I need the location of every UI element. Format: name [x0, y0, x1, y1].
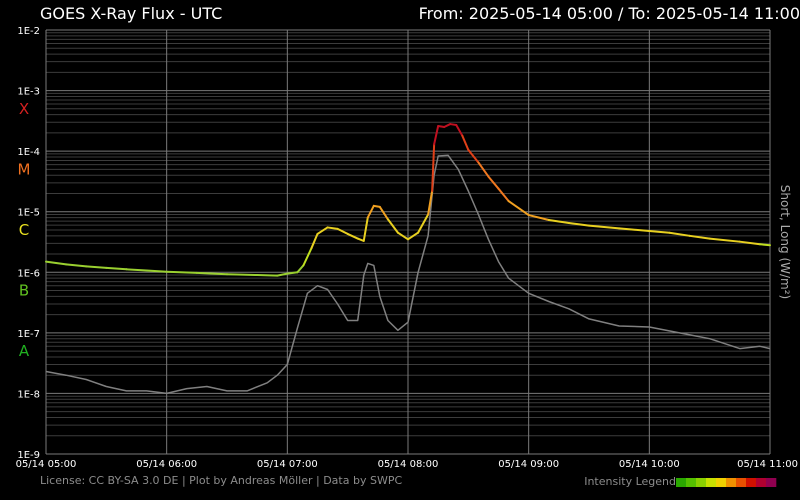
long-flux-segment [310, 232, 319, 250]
long-flux-segment [356, 237, 365, 242]
long-flux-segment [648, 230, 671, 234]
flare-class-m: M [18, 160, 31, 178]
long-flux-segment [45, 260, 68, 266]
legend-swatch [716, 478, 727, 487]
y-tick-label: 1E-6 [17, 268, 40, 279]
y-tick-label: 1E-7 [17, 329, 40, 340]
long-flux-segment [527, 214, 550, 221]
flare-class-b: B [19, 282, 29, 300]
long-flux-segment [443, 123, 452, 129]
long-flux-segment [507, 200, 530, 217]
long-flux-segment [407, 231, 420, 241]
long-flux-segment [125, 268, 148, 272]
long-flux-segment [316, 226, 329, 235]
long-flux-segment [618, 227, 651, 233]
x-tick-label: 05/14 08:00 [378, 459, 439, 470]
long-flux-segment [256, 274, 279, 277]
long-flux-segment [668, 231, 691, 237]
long-flux-segment [427, 189, 434, 216]
long-flux-segment [105, 266, 128, 271]
x-tick-label: 05/14 05:00 [16, 459, 77, 470]
long-flux-segment [372, 204, 381, 208]
legend-swatch [696, 478, 707, 487]
long-flux-segment [449, 123, 458, 127]
y-tick-label: 1E-5 [17, 208, 40, 219]
long-flux-segment [362, 216, 369, 242]
long-flux-segment [226, 273, 259, 277]
long-flux-segment [461, 134, 470, 151]
long-flux-segment [497, 187, 510, 203]
chart-title: GOES X-Ray Flux - UTC [40, 4, 223, 23]
x-tick-label: 05/14 07:00 [257, 459, 318, 470]
long-flux-segment [65, 263, 88, 268]
legend-swatch [676, 478, 687, 487]
intensity-legend: Intensity Legend [584, 475, 777, 488]
flare-class-c: C [19, 221, 29, 239]
legend-swatch [756, 478, 767, 487]
long-flux-segment [688, 234, 711, 240]
long-flux-segment [336, 227, 349, 235]
short-flux-line [45, 154, 771, 395]
flare-class-labels: X M C B A [18, 100, 31, 360]
long-flux-segment [708, 237, 741, 243]
long-flux-segment [276, 272, 289, 277]
long-flux-segment [467, 148, 480, 164]
long-flux-segment [386, 218, 399, 234]
long-flux-segment [433, 125, 440, 146]
long-flux-segment [487, 175, 500, 190]
long-flux-segment [145, 269, 168, 273]
time-range-label: From: 2025-05-14 05:00 / To: 2025-05-14 … [418, 4, 800, 23]
flare-class-x: X [19, 100, 29, 118]
long-flux-segment [396, 231, 409, 241]
long-flux-segment [302, 247, 313, 267]
long-flux-segment [477, 161, 490, 178]
long-flux-segment [346, 232, 359, 240]
long-flux-segment [758, 243, 771, 247]
y-tick-label: 1E-8 [17, 389, 40, 400]
long-flux-segment [165, 270, 198, 274]
y-tick-label: 1E-3 [17, 87, 40, 98]
y-axis-ticks: 1E-2 1E-3 1E-4 1E-5 1E-6 1E-7 1E-8 1E-9 [17, 26, 40, 461]
y-tick-label: 1E-4 [17, 147, 40, 158]
grid [45, 29, 771, 455]
flux-series [45, 123, 771, 395]
long-flux-segment [431, 143, 436, 192]
long-flux-segment [195, 271, 228, 276]
long-flux-segment [437, 125, 446, 129]
long-flux-segment [417, 213, 430, 234]
x-axis-ticks: 05/14 05:00 05/14 06:00 05/14 07:00 05/14 0… [16, 459, 798, 470]
x-tick-label: 05/14 10:00 [619, 459, 680, 470]
flare-class-a: A [19, 342, 30, 360]
legend-swatch [706, 478, 717, 487]
legend-swatch [746, 478, 757, 487]
intensity-legend-label: Intensity Legend [584, 475, 676, 488]
long-flux-segment [366, 204, 375, 219]
x-tick-label: 05/14 11:00 [737, 459, 798, 470]
long-flux-segment [296, 264, 305, 274]
long-flux-segment [588, 224, 621, 230]
long-flux-segment [455, 124, 464, 137]
long-flux-segment [378, 205, 389, 221]
long-flux-segment [738, 240, 761, 246]
y-tick-label: 1E-2 [17, 26, 40, 37]
y-tick-label: 1E-9 [17, 450, 40, 461]
long-flux-segment [567, 222, 590, 227]
x-tick-label: 05/14 06:00 [136, 459, 197, 470]
legend-swatch [686, 478, 697, 487]
long-flux-segment [286, 271, 299, 275]
y-axis-label: Short, Long (W/m²) [778, 185, 792, 299]
long-flux-segment [547, 218, 570, 225]
legend-swatch [766, 478, 777, 487]
legend-swatch [726, 478, 737, 487]
credits-text: License: CC BY-SA 3.0 DE | Plot by Andre… [40, 474, 403, 487]
x-tick-label: 05/14 09:00 [498, 459, 559, 470]
long-flux-segment [85, 265, 108, 269]
legend-swatch [736, 478, 747, 487]
long-flux-segment [326, 226, 339, 230]
